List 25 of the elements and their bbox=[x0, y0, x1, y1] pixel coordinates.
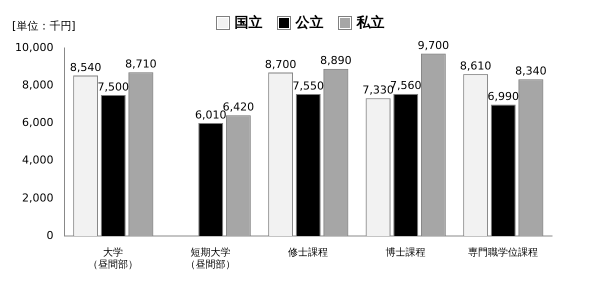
data-label: 9,700 bbox=[418, 39, 450, 52]
data-label: 7,500 bbox=[97, 80, 129, 94]
legend-label: 公立 bbox=[296, 14, 324, 32]
legend-label: 私立 bbox=[356, 14, 384, 32]
legend-label: 国立 bbox=[234, 14, 262, 32]
data-label: 8,540 bbox=[70, 60, 102, 74]
x-tick-label: 短期大学（昼間部） bbox=[186, 246, 236, 271]
x-tick-label: 大学（昼間部） bbox=[88, 246, 138, 271]
y-tick-label: 4,000 bbox=[22, 154, 54, 167]
x-tick-label: 修士課程 bbox=[288, 246, 328, 259]
data-label: 6,990 bbox=[488, 90, 519, 103]
y-axis-title: [単位：千円] bbox=[12, 19, 76, 32]
y-tick-label: 8,000 bbox=[22, 78, 54, 92]
data-label: 8,340 bbox=[515, 64, 547, 78]
x-tick-label: 博士課程 bbox=[386, 246, 426, 259]
data-label: 8,890 bbox=[320, 54, 352, 68]
data-label: 8,710 bbox=[125, 58, 157, 71]
y-tick-label: 10,000 bbox=[14, 40, 54, 54]
data-label: 8,610 bbox=[460, 59, 492, 72]
y-tick-label: 0 bbox=[46, 228, 54, 242]
y-tick-label: 2,000 bbox=[22, 191, 54, 204]
data-label: 8,700 bbox=[264, 58, 296, 71]
x-tick-label: 専門職学位課程 bbox=[468, 246, 538, 259]
y-tick-label: 6,000 bbox=[22, 116, 54, 130]
data-label: 7,550 bbox=[292, 79, 324, 92]
